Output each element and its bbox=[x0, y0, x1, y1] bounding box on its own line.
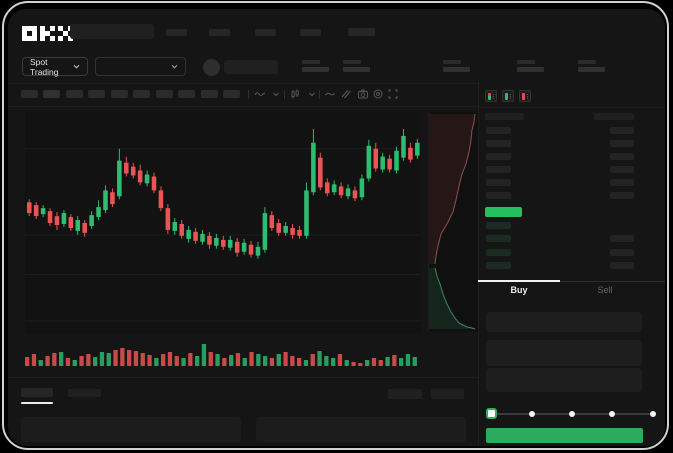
bid-row[interactable] bbox=[486, 235, 511, 242]
timeframe-button-5[interactable] bbox=[111, 90, 128, 98]
bottom-action-button-2[interactable] bbox=[431, 389, 464, 399]
logo-letter-k bbox=[40, 26, 55, 41]
chevron-down-icon bbox=[73, 63, 80, 70]
timeframe-button-3[interactable] bbox=[66, 90, 83, 98]
bottom-tab-orders[interactable] bbox=[21, 388, 53, 397]
nav-item-1[interactable] bbox=[166, 29, 187, 36]
amount-input[interactable] bbox=[486, 340, 642, 366]
timeframe-button-8[interactable] bbox=[178, 90, 195, 98]
timeframe-button-9[interactable] bbox=[201, 90, 218, 98]
orderbook-col-header-price bbox=[485, 113, 524, 120]
ask-row[interactable] bbox=[486, 153, 511, 160]
fullscreen-icon[interactable] bbox=[387, 88, 399, 100]
ask-row[interactable] bbox=[486, 127, 511, 134]
bid-row[interactable] bbox=[486, 262, 511, 269]
divider bbox=[8, 377, 478, 378]
timeframe-button-2[interactable] bbox=[43, 90, 60, 98]
pair-name-placeholder bbox=[224, 60, 278, 74]
ask-row-size bbox=[610, 192, 634, 199]
last-price-highlight[interactable] bbox=[485, 207, 522, 217]
draw-tools-icon[interactable] bbox=[340, 88, 352, 100]
search-input[interactable] bbox=[70, 24, 154, 39]
indicator-wave-icon[interactable] bbox=[254, 88, 266, 100]
nav-item-3[interactable] bbox=[255, 29, 276, 36]
divider bbox=[478, 81, 479, 446]
tab-sell[interactable]: Sell bbox=[597, 285, 613, 295]
slider-stop-25[interactable] bbox=[529, 411, 535, 417]
ask-row[interactable] bbox=[486, 166, 511, 173]
depth-strip-chart[interactable] bbox=[428, 112, 478, 332]
bottom-action-button-1[interactable] bbox=[388, 389, 422, 399]
price-input[interactable] bbox=[486, 312, 642, 332]
pair-icon[interactable] bbox=[203, 59, 220, 76]
settings-icon[interactable] bbox=[372, 88, 384, 100]
ask-row-size bbox=[610, 140, 634, 147]
logo-letter-o bbox=[22, 26, 37, 41]
ask-row-size bbox=[610, 153, 634, 160]
positions-panel-placeholder bbox=[256, 417, 466, 442]
orders-panel-placeholder bbox=[21, 417, 241, 442]
timeframe-button-7[interactable] bbox=[156, 90, 173, 98]
nav-item-4[interactable] bbox=[300, 29, 321, 36]
timeframe-button-1[interactable] bbox=[21, 90, 38, 98]
orderbook-view-bids-icon[interactable] bbox=[502, 90, 514, 102]
chevron-down-icon[interactable] bbox=[306, 88, 318, 100]
divider bbox=[8, 83, 478, 84]
orderbook-view-combined-icon[interactable] bbox=[485, 90, 497, 102]
nav-item-5[interactable] bbox=[348, 28, 375, 36]
bid-row-size bbox=[610, 235, 634, 242]
volume-histogram bbox=[25, 343, 421, 366]
ask-row-size bbox=[610, 127, 634, 134]
buy-tab-underline bbox=[478, 280, 560, 282]
buy-submit-button[interactable] bbox=[486, 428, 643, 443]
divider bbox=[478, 107, 665, 108]
timeframe-button-10[interactable] bbox=[223, 90, 240, 98]
total-input[interactable] bbox=[486, 368, 642, 392]
ask-row[interactable] bbox=[486, 140, 511, 147]
slider-stop-75[interactable] bbox=[609, 411, 615, 417]
market-type-selector[interactable]: Spot Trading bbox=[22, 56, 88, 77]
timeframe-button-6[interactable] bbox=[133, 90, 150, 98]
bid-row-size bbox=[610, 249, 634, 256]
divider bbox=[560, 281, 665, 282]
divider bbox=[319, 90, 320, 99]
okx-trading-app: OKX Spot Trading bbox=[8, 9, 665, 446]
pair-dropdown[interactable] bbox=[95, 57, 186, 76]
bid-row-size bbox=[610, 262, 634, 269]
divider bbox=[8, 106, 478, 107]
ask-row[interactable] bbox=[486, 192, 511, 199]
orderbook-view-asks-icon[interactable] bbox=[519, 90, 531, 102]
tab-buy[interactable]: Buy bbox=[510, 285, 528, 295]
chevron-down-icon[interactable] bbox=[270, 88, 282, 100]
okx-logo[interactable]: OKX bbox=[22, 26, 73, 41]
bid-row[interactable] bbox=[486, 249, 511, 256]
market-type-label: Spot Trading bbox=[30, 56, 59, 77]
slider-handle[interactable] bbox=[486, 408, 497, 419]
ask-row-size bbox=[610, 166, 634, 173]
candle-style-icon[interactable] bbox=[289, 88, 301, 100]
divider bbox=[284, 90, 285, 99]
slider-stop-50[interactable] bbox=[569, 411, 575, 417]
chevron-down-icon bbox=[171, 63, 178, 70]
timeframe-button-4[interactable] bbox=[88, 90, 105, 98]
bottom-tab-history[interactable] bbox=[68, 389, 101, 397]
line-style-icon[interactable] bbox=[324, 88, 336, 100]
bid-row[interactable] bbox=[486, 222, 511, 229]
active-tab-underline bbox=[21, 402, 53, 404]
slider-stop-100[interactable] bbox=[650, 411, 656, 417]
candlestick-chart[interactable] bbox=[25, 112, 421, 333]
orderbook-col-header-amount bbox=[594, 113, 634, 120]
ask-row[interactable] bbox=[486, 179, 511, 186]
ask-row-size bbox=[610, 179, 634, 186]
divider bbox=[248, 90, 249, 99]
nav-item-2[interactable] bbox=[209, 29, 230, 36]
camera-icon[interactable] bbox=[357, 88, 369, 100]
